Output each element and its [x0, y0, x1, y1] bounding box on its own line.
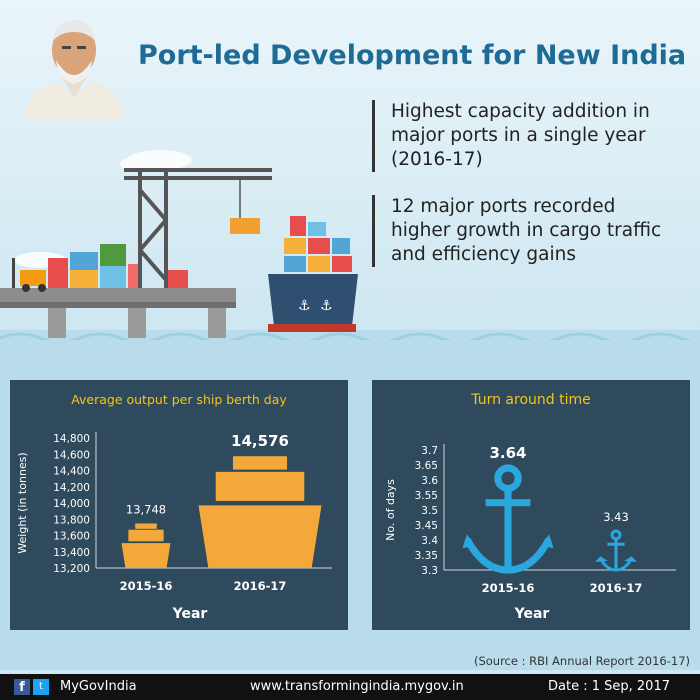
- y-tick-label: 3.3: [421, 565, 438, 577]
- anchor-icon: [595, 529, 637, 572]
- x-tick-label: 2015-16: [482, 581, 535, 595]
- x-tick-label: 2016-17: [234, 579, 287, 593]
- x-axis-label: Year: [172, 606, 208, 622]
- highlight-line: higher growth in cargo traffic: [391, 220, 662, 241]
- y-tick-label: 14,000: [53, 498, 90, 510]
- y-tick-label: 3.35: [415, 550, 438, 562]
- highlight-line: major ports in a single year: [391, 125, 646, 146]
- wave-line: [0, 332, 694, 340]
- highlight-line: (2016-17): [391, 149, 483, 170]
- x-axis-label: Year: [514, 606, 550, 622]
- berth-output-chart-panel: Average output per ship berth day Weight…: [10, 380, 348, 630]
- ship-icon: [121, 523, 171, 568]
- highlight-growth: 12 major ports recorded higher growth in…: [372, 195, 690, 267]
- pier: [0, 288, 236, 338]
- svg-text:⚓: ⚓: [298, 298, 311, 314]
- y-tick-label: 3.65: [415, 460, 438, 472]
- y-tick-labels: 3.3 3.35 3.4 3.45 3.5 3.55 3.6 3.65 3.7: [415, 445, 439, 577]
- y-tick-label: 13,800: [53, 514, 90, 526]
- y-tick-labels: 13,200 13,400 13,600 13,800 14,000 14,200 14,4…: [53, 433, 90, 575]
- y-tick-label: 14,600: [53, 449, 90, 461]
- ship-icon: [198, 456, 322, 568]
- container-stack: [48, 244, 188, 288]
- website-link[interactable]: www.transformingindia.mygov.in: [250, 679, 464, 694]
- anchor-icon: [462, 464, 554, 574]
- forklift-icon: [12, 258, 46, 292]
- leader-portrait: [24, 20, 124, 120]
- data-label: 3.64: [489, 444, 526, 462]
- y-axis-label: Weight (in tonnes): [16, 452, 29, 553]
- twitter-icon[interactable]: t: [33, 679, 49, 695]
- data-label: 13,748: [126, 502, 166, 516]
- x-tick-label: 2016-17: [590, 581, 643, 595]
- page-title: Port-led Development for New India: [138, 40, 687, 71]
- chart-marks: 2015-16 3.64 2016-17 3.43: [462, 444, 643, 595]
- y-axis-label: No. of days: [384, 479, 397, 541]
- y-tick-label: 3.6: [421, 475, 438, 487]
- y-tick-label: 14,800: [53, 433, 90, 445]
- data-label: 14,576: [231, 432, 289, 450]
- chart-title: Turn around time: [470, 392, 590, 408]
- y-tick-label: 13,200: [53, 563, 90, 575]
- social-handle: MyGovIndia: [60, 679, 137, 694]
- y-tick-label: 13,400: [53, 547, 90, 559]
- hanging-container: [230, 218, 260, 234]
- y-tick-label: 3.45: [415, 520, 438, 532]
- highlight-line: and efficiency gains: [391, 244, 576, 265]
- turnaround-chart: Turn around time No. of days Year 3.33.3…: [384, 392, 676, 622]
- source-note: (Source : RBI Annual Report 2016-17): [473, 654, 690, 668]
- berth-output-chart: Average output per ship berth day Weight…: [16, 392, 332, 622]
- x-tick-label: 2015-16: [120, 579, 173, 593]
- data-label: 3.43: [603, 510, 629, 524]
- publish-date: Date : 1 Sep, 2017: [548, 679, 670, 694]
- cargo-ship-icon: ⚓ ⚓: [268, 216, 358, 332]
- y-tick-label: 3.7: [421, 445, 438, 457]
- highlight-line: Highest capacity addition in: [391, 101, 650, 122]
- y-tick-label: 13,600: [53, 531, 90, 543]
- highlight-line: 12 major ports recorded: [391, 196, 616, 217]
- y-tick-label: 14,200: [53, 482, 90, 494]
- facebook-icon[interactable]: f: [14, 679, 30, 695]
- y-tick-label: 3.55: [415, 490, 438, 502]
- highlight-capacity: Highest capacity addition in major ports…: [372, 100, 690, 172]
- chart-marks: 2015-16 13,748 2016-17 14,576: [120, 432, 322, 593]
- turnaround-chart-panel: Turn around time No. of days Year 3.3 3.3…: [372, 380, 690, 630]
- chart-axes: [443, 444, 676, 571]
- y-tick-label: 3.5: [421, 505, 438, 517]
- svg-text:⚓: ⚓: [320, 298, 333, 314]
- chart-title: Average output per ship berth day: [71, 392, 287, 407]
- y-tick-label: 14,400: [53, 466, 90, 478]
- crane-icon: [124, 168, 272, 288]
- footer-bar: f t MyGovIndia www.transformingindia.myg…: [0, 674, 700, 700]
- port-illustration: ⚓ ⚓: [0, 150, 694, 340]
- y-tick-label: 3.4: [421, 535, 438, 547]
